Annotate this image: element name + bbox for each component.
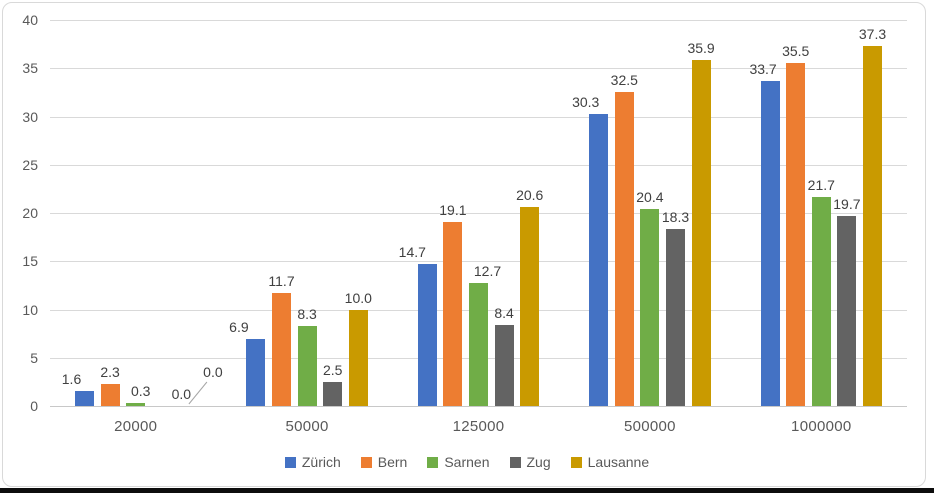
gridline <box>50 164 907 166</box>
bar-bern[interactable] <box>100 383 120 406</box>
y-axis-tick-label: 5 <box>30 349 38 366</box>
y-axis-tick-label: 20 <box>22 205 38 221</box>
bar-data-label: 37.3 <box>858 26 887 43</box>
y-axis-tick-label: 30 <box>22 108 38 125</box>
gridline <box>50 213 907 214</box>
bar-zürich[interactable] <box>417 264 437 406</box>
legend-label: Sarnen <box>444 454 490 470</box>
bar-data-label: 18.3 <box>661 209 690 226</box>
legend-label: Lausanne <box>587 454 650 470</box>
bar-data-label: 12.7 <box>473 263 502 280</box>
bar-data-label: 35.9 <box>687 39 715 56</box>
bar-data-label: 2.5 <box>322 361 343 378</box>
bar-sarnen[interactable] <box>469 283 488 406</box>
bar-bern[interactable] <box>272 293 291 406</box>
bar-data-label: 14.7 <box>398 244 426 261</box>
x-axis-category-label: 20000 <box>114 418 158 435</box>
bar-data-label: 8.3 <box>297 305 317 322</box>
bar-sarnen[interactable] <box>640 209 660 406</box>
bar-bern[interactable] <box>786 63 806 406</box>
bar-zürich[interactable] <box>760 80 780 406</box>
bar-lausanne[interactable] <box>863 46 882 406</box>
gridline <box>50 68 907 70</box>
legend-swatch-icon <box>570 456 582 468</box>
window-bottom-edge <box>0 488 934 493</box>
bar-zürich[interactable] <box>246 339 266 406</box>
legend-label: Zürich <box>301 454 341 470</box>
gridline <box>50 261 907 263</box>
bar-data-label: 20.4 <box>636 189 664 206</box>
legend-item-bern[interactable]: Bern <box>360 454 408 470</box>
bar-data-label: 21.7 <box>807 176 835 193</box>
legend-swatch-icon <box>360 456 372 468</box>
bar-data-label: 20.6 <box>516 187 544 204</box>
y-axis-tick-label: 40 <box>22 12 38 28</box>
bar-data-label: 32.5 <box>610 72 638 89</box>
bar-data-label: 19.7 <box>833 195 861 212</box>
bar-data-label: 1.6 <box>61 370 82 387</box>
bar-zug[interactable] <box>837 215 857 406</box>
chart-legend: Zürich Bern Sarnen Zug Lausanne <box>0 454 934 470</box>
legend-swatch-icon <box>427 456 439 468</box>
bar-data-label: 6.9 <box>229 319 249 336</box>
bar-lausanne[interactable] <box>520 207 540 406</box>
bar-data-label: 19.1 <box>439 201 467 218</box>
legend-swatch-icon <box>509 456 521 468</box>
bar-data-label: 0.0 <box>171 386 192 402</box>
y-axis-tick-label: 15 <box>22 253 38 270</box>
gridline <box>50 116 907 118</box>
x-axis-line <box>50 406 907 407</box>
bar-lausanne[interactable] <box>691 59 711 406</box>
bar-data-label: 0.3 <box>130 383 151 400</box>
y-axis-tick-label: 25 <box>22 156 38 173</box>
bar-zürich[interactable] <box>75 390 94 406</box>
y-axis-tick-label: 35 <box>22 60 38 77</box>
bar-data-label: 0.0 <box>203 364 223 380</box>
legend-item-sarnen[interactable]: Sarnen <box>427 454 490 470</box>
bar-data-label: 2.3 <box>100 363 120 380</box>
bar-data-label: 30.3 <box>572 93 600 110</box>
bar-zug[interactable] <box>666 229 685 406</box>
x-axis-category-label: 125000 <box>452 418 505 435</box>
bar-sarnen[interactable] <box>811 196 831 406</box>
bar-data-label: 35.5 <box>782 43 810 60</box>
legend-label: Bern <box>377 454 408 470</box>
y-axis-tick-label: 0 <box>30 398 38 414</box>
x-axis-category-label: 500000 <box>623 418 676 435</box>
bar-data-label: 11.7 <box>268 273 295 290</box>
bar-sarnen[interactable] <box>126 403 146 406</box>
legend-item-zug[interactable]: Zug <box>509 454 551 470</box>
bar-data-label: 10.0 <box>344 289 372 306</box>
gridline <box>50 20 907 21</box>
bar-data-label: 33.7 <box>749 60 777 77</box>
bar-zug[interactable] <box>494 324 514 406</box>
bar-lausanne[interactable] <box>348 309 368 406</box>
bar-data-label: 8.4 <box>494 304 514 321</box>
legend-item-lausanne[interactable]: Lausanne <box>570 454 650 470</box>
legend-label: Zug <box>526 454 551 470</box>
bar-sarnen[interactable] <box>297 325 317 406</box>
y-axis-tick-label: 10 <box>22 301 38 318</box>
legend-item-zürich[interactable]: Zürich <box>284 454 341 470</box>
bar-zug[interactable] <box>323 381 343 406</box>
x-axis-category-label: 50000 <box>285 418 329 435</box>
x-axis-category-label: 1000000 <box>791 418 852 435</box>
bar-zürich[interactable] <box>589 113 609 406</box>
legend-swatch-icon <box>284 456 296 468</box>
bar-bern[interactable] <box>614 92 634 406</box>
bar-bern[interactable] <box>443 221 463 406</box>
